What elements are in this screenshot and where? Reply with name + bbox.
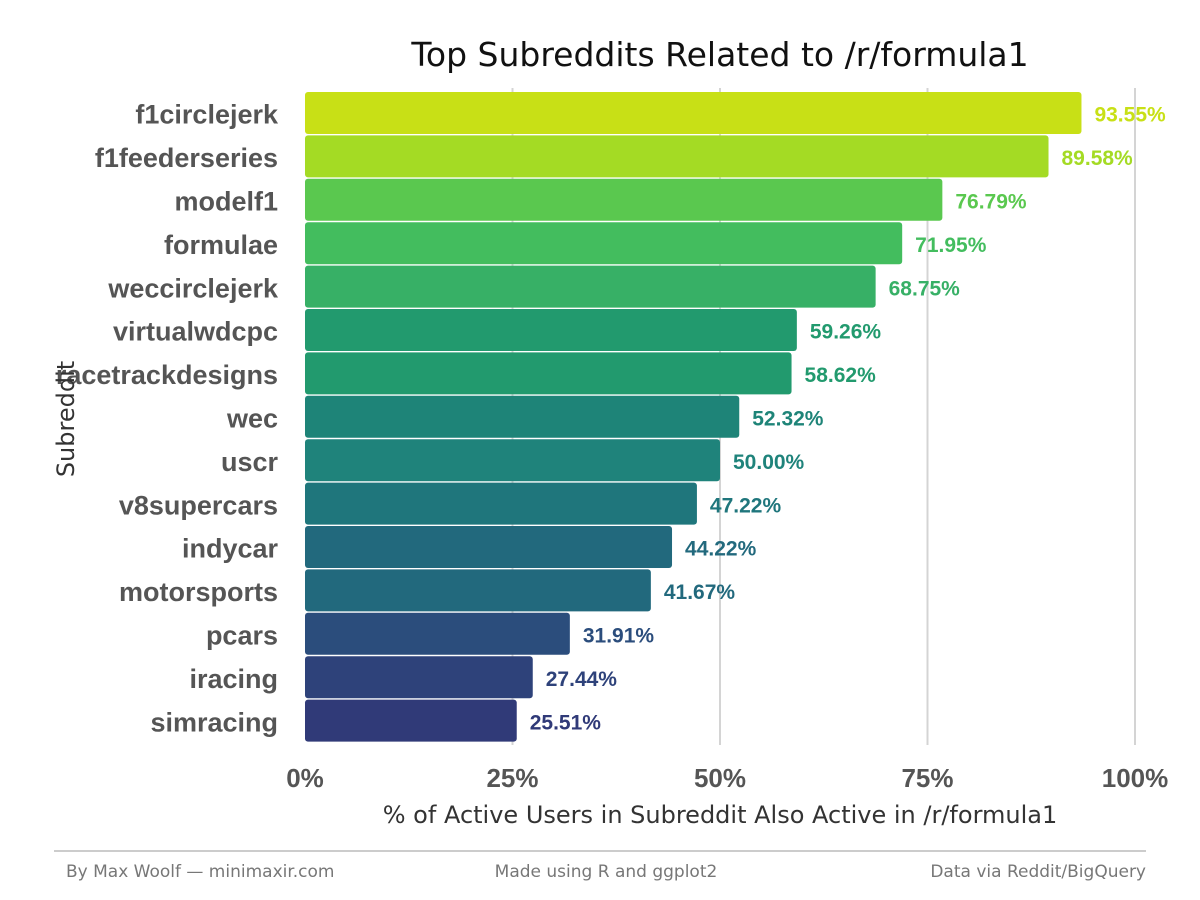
category-label: iracing	[189, 664, 278, 694]
bar	[305, 482, 697, 525]
x-tick-label: 50%	[694, 763, 746, 793]
data-label: 76.79%	[955, 191, 1027, 214]
bar	[305, 569, 651, 612]
bar	[305, 309, 797, 351]
category-label: simracing	[150, 707, 278, 737]
category-label: f1feederseries	[95, 143, 278, 173]
data-label: 47.22%	[710, 494, 782, 517]
footer-author: By Max Woolf — minimaxir.com	[66, 862, 335, 882]
category-label: indycar	[182, 534, 279, 564]
category-label: racetrackdesigns	[56, 360, 278, 390]
footer-source: Data via Reddit/BigQuery	[930, 862, 1146, 882]
data-label: 71.95%	[915, 234, 987, 257]
bars	[305, 92, 1082, 742]
category-label: formulae	[164, 230, 278, 260]
data-labels: 93.55% 89.58% 76.79% 71.95% 68.75% 59.26% 58.6…	[530, 104, 1166, 735]
category-label: wec	[226, 404, 278, 434]
category-label: weccirclejerk	[107, 273, 279, 303]
data-label: 59.26%	[810, 321, 882, 344]
bar	[305, 439, 720, 482]
chart-title: Top Subreddits Related to /r/formula1	[410, 35, 1028, 74]
category-label: virtualwdcpc	[113, 317, 278, 347]
category-label: f1circlejerk	[135, 100, 279, 130]
x-tick-label: 0%	[286, 763, 324, 793]
data-label: 44.22%	[685, 538, 757, 561]
category-label: pcars	[206, 621, 278, 651]
x-axis-ticks: 0% 25% 50% 75% 100%	[286, 763, 1168, 793]
data-label: 52.32%	[752, 408, 824, 431]
data-label: 93.55%	[1094, 104, 1166, 127]
bar	[305, 178, 943, 221]
x-axis-title: % of Active Users in Subreddit Also Acti…	[383, 801, 1058, 829]
y-axis-title: Subreddit	[52, 361, 80, 477]
category-label: uscr	[221, 447, 279, 477]
bar	[305, 352, 792, 395]
data-label: 25.51%	[530, 711, 602, 734]
data-label: 41.67%	[664, 581, 736, 604]
bar	[305, 656, 533, 699]
bar	[305, 265, 876, 308]
bar	[305, 222, 903, 265]
data-label: 27.44%	[546, 668, 618, 691]
x-tick-label: 75%	[901, 763, 953, 793]
bar	[305, 135, 1049, 178]
x-tick-label: 25%	[486, 763, 538, 793]
data-label: 68.75%	[889, 277, 961, 300]
bar	[305, 526, 673, 568]
category-label: motorsports	[119, 577, 278, 607]
category-label: v8supercars	[119, 490, 278, 520]
bar	[305, 612, 570, 655]
data-label: 31.91%	[583, 625, 655, 648]
data-label: 50.00%	[733, 451, 805, 474]
footer-tool: Made using R and ggplot2	[495, 862, 718, 882]
x-tick-label: 100%	[1102, 763, 1169, 793]
bar	[305, 699, 517, 742]
data-label: 58.62%	[805, 364, 877, 387]
category-label: modelf1	[174, 187, 278, 217]
bar	[305, 92, 1082, 134]
category-labels: f1circlejerk f1feederseries modelf1 formula…	[56, 100, 279, 738]
data-label: 89.58%	[1062, 147, 1134, 170]
bar	[305, 395, 740, 438]
